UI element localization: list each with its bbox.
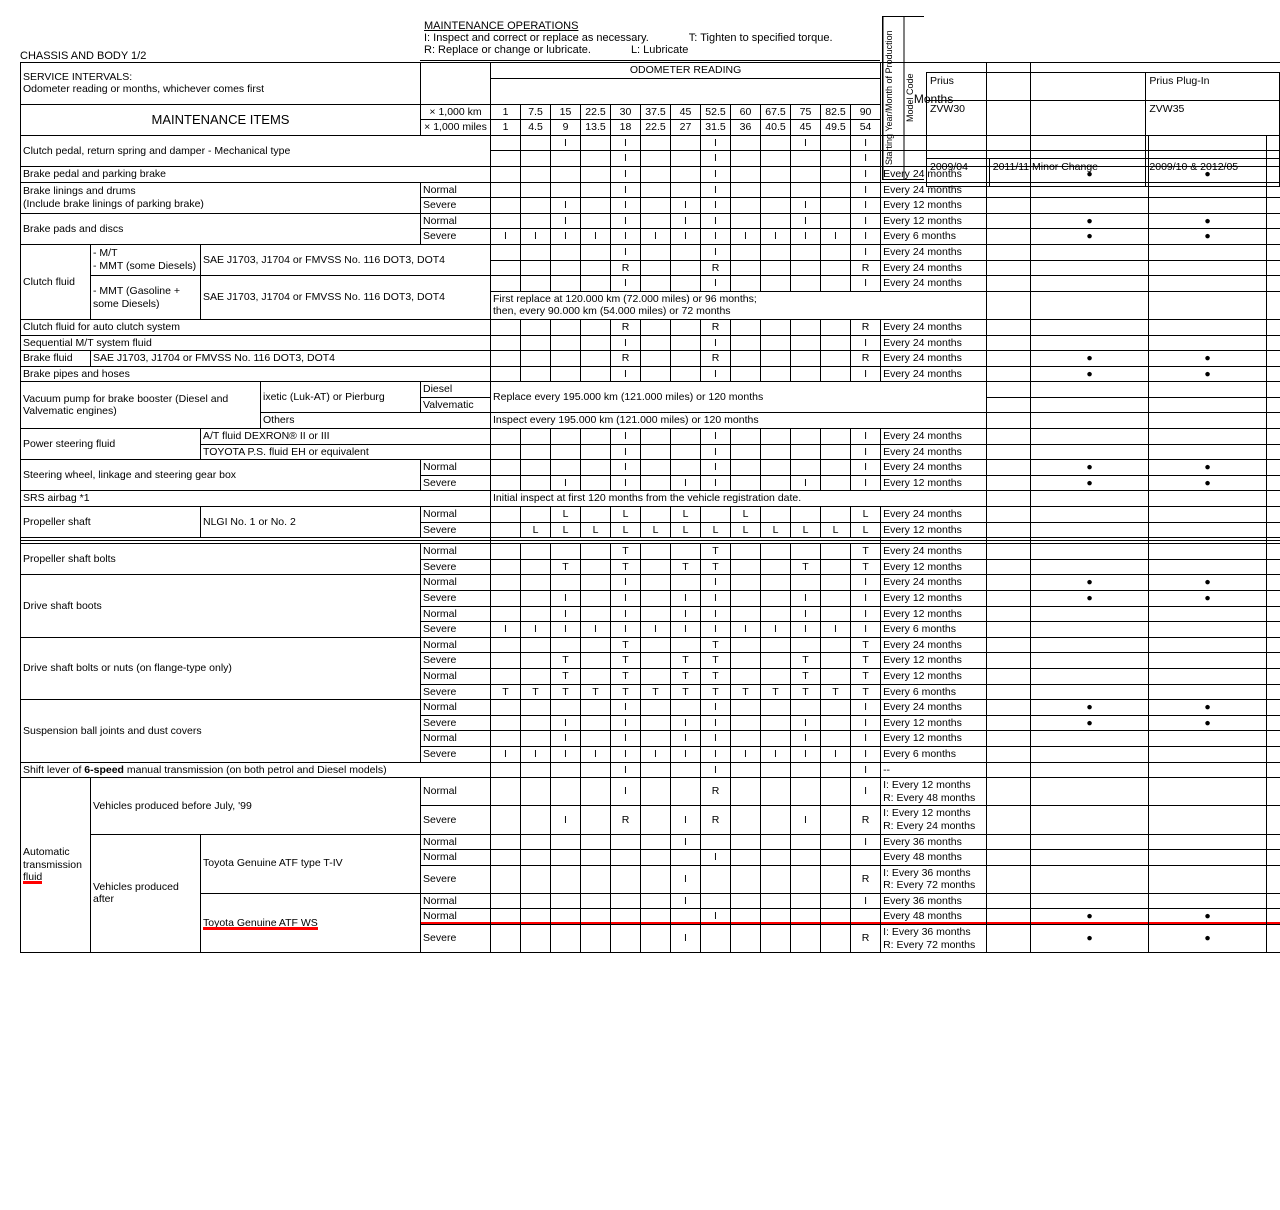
row-vac-pump: Vacuum pump for brake booster (Diesel an… — [21, 382, 261, 429]
row-clutch-auto: Clutch fluid for auto clutch system — [21, 319, 491, 335]
row-prop-shaft: Propeller shaft — [21, 507, 201, 538]
ops-t: T: Tighten to specified torque. — [689, 32, 833, 44]
row-brake-fluid: Brake fluid — [21, 351, 91, 367]
row-ds-boots: Drive shaft boots — [21, 575, 421, 637]
row-ps-fluid: Power steering fluid — [21, 429, 201, 460]
row-shift-lever: Shift lever of 6-speed manual transmissi… — [21, 762, 491, 778]
row-clutch-fluid: Clutch fluid — [21, 244, 91, 319]
model-date-3: 2009/10 & 2012/05 — [1146, 159, 1280, 187]
ops-i: I: Inspect and correct or replace as nec… — [424, 32, 649, 44]
model-date-1: 2009/04 — [927, 159, 990, 187]
side-production-label: Starting Year/Month of Production — [883, 17, 904, 179]
model-name-2: Prius Plug-In — [1146, 73, 1280, 101]
maintenance-items-heading: MAINTENANCE ITEMS — [21, 104, 421, 135]
ops-title: MAINTENANCE OPERATIONS — [424, 20, 876, 32]
model-name-1: Prius — [927, 73, 1146, 101]
model-code-2: ZVW35 — [1146, 101, 1280, 159]
ops-l: L: Lubricate — [631, 44, 688, 56]
row-brake-linings: Brake linings and drums(Include brake li… — [21, 182, 421, 213]
row-ds-bolts: Drive shaft bolts or nuts (on flange-typ… — [21, 637, 421, 699]
service-intervals: SERVICE INTERVALS: Odometer reading or m… — [21, 63, 421, 105]
odometer-heading: ODOMETER READING — [491, 63, 881, 79]
row-atf: Automatic transmission fluid — [21, 778, 91, 953]
maintenance-table: SERVICE INTERVALS: Odometer reading or m… — [20, 62, 1280, 953]
row-brake-pedal: Brake pedal and parking brake — [21, 166, 491, 182]
row-srs: SRS airbag *1 — [21, 491, 491, 507]
side-modelcode-label: Model Code — [904, 17, 925, 179]
row-clutch-pedal: Clutch pedal, return spring and damper -… — [21, 135, 491, 166]
row-seq-mt: Sequential M/T system fluid — [21, 335, 491, 351]
ops-r: R: Replace or change or lubricate. — [424, 44, 591, 56]
row-brake-pads: Brake pads and discs — [21, 213, 421, 244]
model-code-1: ZVW30 — [927, 101, 1146, 159]
model-date-2: 2011/11 Minor Change — [989, 159, 1146, 187]
model-box: Prius Prius Plug-In ZVW30 ZVW35 2009/04 … — [926, 72, 1280, 187]
row-brake-pipes: Brake pipes and hoses — [21, 366, 491, 382]
row-steering: Steering wheel, linkage and steering gea… — [21, 460, 421, 491]
row-prop-bolts: Propeller shaft bolts — [21, 544, 421, 575]
page-title: CHASSIS AND BODY 1/2 — [20, 50, 420, 62]
row-susp: Suspension ball joints and dust covers — [21, 700, 421, 762]
side-id-strip: Starting Year/Month of Production Model … — [882, 16, 924, 180]
